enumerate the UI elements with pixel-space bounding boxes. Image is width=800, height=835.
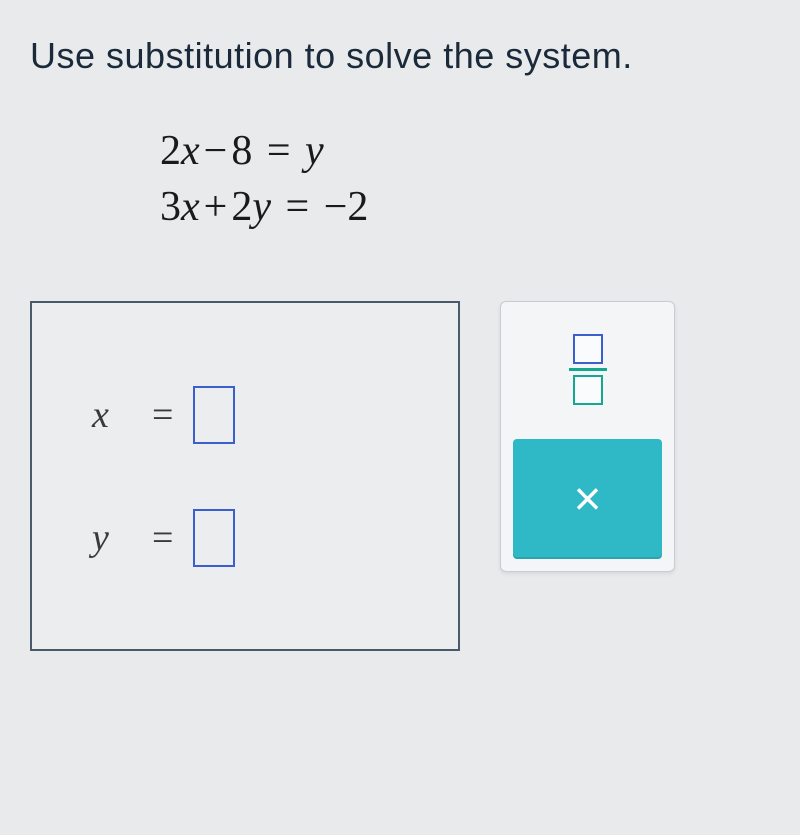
- equation-1: 2x−8 = y: [160, 127, 770, 175]
- eq2-coef1: 3: [160, 184, 181, 230]
- fraction-tool-button[interactable]: [513, 314, 662, 424]
- fraction-icon: [569, 334, 607, 405]
- main-area: x = y = ×: [30, 301, 770, 651]
- y-equals: =: [152, 516, 173, 560]
- fraction-numerator-box: [573, 334, 603, 364]
- eq2-rhs: −2: [324, 184, 369, 230]
- fraction-denominator-box: [573, 375, 603, 405]
- equations-block: 2x−8 = y 3x+2y = −2: [30, 127, 770, 231]
- eq2-equals: =: [286, 184, 320, 230]
- y-input[interactable]: [193, 509, 235, 567]
- eq1-rhs: y: [305, 128, 324, 174]
- eq1-const: 8: [231, 128, 252, 174]
- eq1-op: −: [204, 128, 228, 174]
- toolbar: ×: [500, 301, 675, 572]
- answer-box: x = y =: [30, 301, 460, 651]
- equation-2: 3x+2y = −2: [160, 183, 770, 231]
- answer-row-y: y =: [92, 509, 398, 567]
- instruction-text: Use substitution to solve the system.: [30, 35, 770, 77]
- eq2-var1: x: [181, 184, 200, 230]
- answer-row-x: x =: [92, 386, 398, 444]
- clear-tool-button[interactable]: ×: [513, 439, 662, 559]
- fraction-line: [569, 368, 607, 371]
- x-equals: =: [152, 393, 173, 437]
- eq2-var2: y: [252, 184, 271, 230]
- eq1-equals: =: [267, 128, 301, 174]
- eq2-op: +: [204, 184, 228, 230]
- eq2-coef2: 2: [231, 184, 252, 230]
- x-icon: ×: [573, 472, 601, 527]
- y-label: y: [92, 516, 132, 560]
- eq1-coef: 2: [160, 128, 181, 174]
- eq1-var: x: [181, 128, 200, 174]
- x-label: x: [92, 393, 132, 437]
- x-input[interactable]: [193, 386, 235, 444]
